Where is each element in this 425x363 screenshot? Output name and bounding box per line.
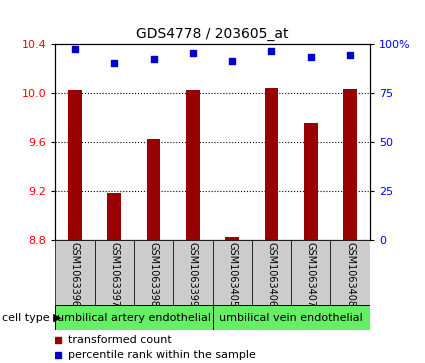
Point — [307, 54, 314, 60]
Point — [268, 49, 275, 54]
Bar — [147, 139, 160, 240]
Text: GSM1063406: GSM1063406 — [266, 241, 277, 306]
Point — [71, 46, 78, 52]
Text: umbilical artery endothelial: umbilical artery endothelial — [57, 313, 211, 323]
Point — [229, 58, 235, 64]
Bar — [55, 305, 212, 330]
Text: umbilical vein endothelial: umbilical vein endothelial — [219, 313, 363, 323]
Bar — [212, 305, 370, 330]
Text: transformed count: transformed count — [68, 335, 172, 345]
Text: GSM1063408: GSM1063408 — [345, 241, 355, 306]
Text: percentile rank within the sample: percentile rank within the sample — [68, 350, 256, 360]
Bar — [265, 88, 278, 240]
Bar — [108, 193, 121, 240]
Bar — [134, 240, 173, 305]
Bar — [252, 240, 291, 305]
Bar — [331, 240, 370, 305]
Text: GSM1063399: GSM1063399 — [188, 241, 198, 306]
Bar — [173, 240, 212, 305]
Title: GDS4778 / 203605_at: GDS4778 / 203605_at — [136, 27, 289, 41]
Text: cell type ▶: cell type ▶ — [2, 313, 62, 323]
Point — [150, 56, 157, 62]
Bar — [55, 240, 94, 305]
Bar — [343, 89, 357, 240]
Bar — [225, 237, 239, 240]
Point — [111, 60, 118, 66]
Bar — [304, 123, 317, 240]
Bar — [291, 240, 331, 305]
Point — [190, 50, 196, 56]
Bar — [212, 240, 252, 305]
Text: GSM1063407: GSM1063407 — [306, 241, 316, 307]
Text: GSM1063398: GSM1063398 — [148, 241, 159, 306]
Text: GSM1063397: GSM1063397 — [109, 241, 119, 307]
Bar — [68, 90, 82, 240]
Point — [347, 52, 354, 58]
Bar — [94, 240, 134, 305]
Text: GSM1063396: GSM1063396 — [70, 241, 80, 306]
Text: GSM1063405: GSM1063405 — [227, 241, 237, 307]
Bar — [186, 90, 200, 240]
